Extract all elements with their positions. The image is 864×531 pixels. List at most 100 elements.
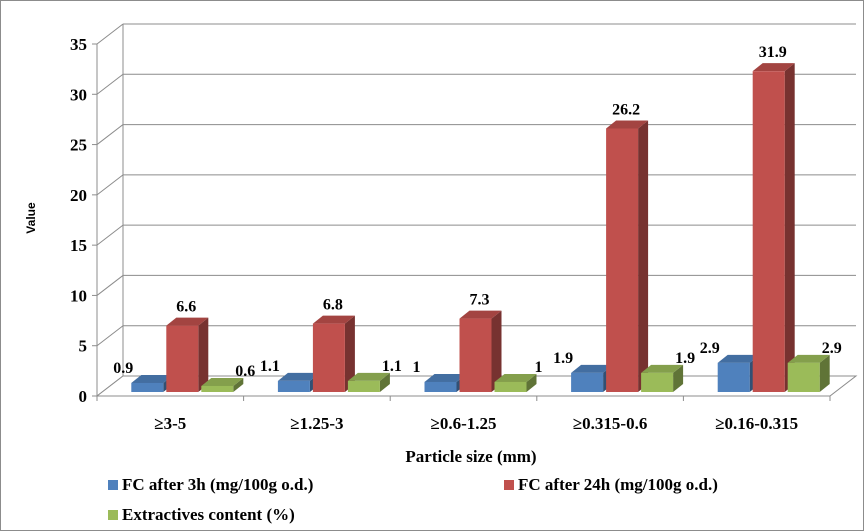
- bar-side: [379, 372, 390, 392]
- gridline-depth: [96, 73, 124, 95]
- bar-top: [312, 315, 355, 324]
- data-label: 31.9: [759, 44, 787, 61]
- bar-front: [717, 362, 750, 392]
- bar-front: [459, 318, 492, 392]
- bar-front: [787, 362, 820, 392]
- gridline-depth: [96, 23, 124, 45]
- bar: [494, 373, 537, 392]
- y-tick-label: 20: [70, 186, 87, 205]
- bar-top: [787, 354, 830, 363]
- bar-side: [491, 310, 502, 392]
- bar: [347, 372, 390, 392]
- bar: [606, 120, 649, 392]
- bar-side: [673, 364, 684, 392]
- legend-item-fc-24h: FC after 24h (mg/100g o.d.): [504, 475, 718, 494]
- legend-item-fc-3h: FC after 3h (mg/100g o.d.): [108, 475, 313, 494]
- bar-top: [424, 373, 467, 382]
- bar-side: [638, 120, 649, 392]
- bar: [641, 364, 684, 392]
- legend: FC after 3h (mg/100g o.d.) FC after 24h …: [108, 475, 718, 524]
- bar: [312, 315, 355, 392]
- gridlines: [96, 23, 856, 347]
- legend-swatch-extractives: [108, 510, 118, 520]
- data-label: 1: [535, 359, 543, 376]
- data-label: 1.9: [675, 350, 695, 367]
- bar-front: [424, 381, 457, 392]
- data-label: 7.3: [470, 292, 490, 309]
- legend-item-extractives: Extractives content (%): [108, 505, 295, 524]
- bar: [571, 364, 614, 392]
- gridline-depth: [96, 224, 124, 246]
- x-category-label: ≥1.25-3: [290, 414, 343, 433]
- data-labels: 0.9 6.6 0.6 1.1 6.8 1.1 1 7.3 1 1.9 26.2 1.9 2.9 31.9…: [113, 44, 841, 380]
- y-tick-label: 30: [70, 85, 87, 104]
- bar-side: [784, 63, 795, 392]
- bar: [201, 377, 244, 392]
- bar-top: [494, 373, 537, 382]
- y-axis-ticks: 0 5 10 15 20 25 30 35: [70, 35, 97, 406]
- legend-label-extractives: Extractives content (%): [122, 505, 295, 524]
- y-tick-label: 15: [70, 236, 87, 255]
- y-tick-label: 5: [79, 337, 88, 356]
- bar-front: [166, 325, 199, 392]
- legend-label-fc-3h: FC after 3h (mg/100g o.d.): [122, 475, 313, 494]
- data-label: 2.9: [700, 340, 720, 357]
- data-label: 6.6: [176, 299, 196, 316]
- legend-swatch-fc-24h: [504, 480, 514, 490]
- bar-top: [459, 310, 502, 319]
- legend-swatch-fc-3h: [108, 480, 118, 490]
- bar-top: [347, 372, 390, 381]
- data-label: 0.6: [235, 363, 255, 380]
- y-tick-label: 25: [70, 136, 87, 155]
- bar-front: [312, 323, 345, 392]
- x-axis-title: Particle size (mm): [405, 447, 536, 466]
- data-label: 1.1: [382, 358, 402, 375]
- bar-front: [277, 380, 310, 392]
- bar-side: [233, 377, 244, 392]
- bar-top: [166, 317, 209, 326]
- bar-front: [201, 385, 234, 392]
- data-label: 26.2: [612, 102, 640, 119]
- bar: [752, 63, 795, 393]
- bar-front: [606, 128, 639, 392]
- bar-front: [131, 382, 164, 392]
- bars: [131, 63, 830, 393]
- gridline-depth: [96, 174, 124, 196]
- bar: [166, 317, 209, 392]
- data-label: 0.9: [113, 360, 133, 377]
- bar-top: [641, 364, 684, 373]
- bar-top: [571, 364, 614, 373]
- bar-front: [752, 71, 785, 393]
- y-tick-label: 35: [70, 35, 87, 54]
- bar-top: [201, 377, 244, 386]
- x-category-label: ≥0.6-1.25: [431, 414, 497, 433]
- bar: [459, 310, 502, 392]
- gridline-depth: [96, 325, 124, 347]
- data-label: 6.8: [323, 297, 343, 314]
- bar-front: [494, 381, 527, 392]
- bar: [787, 354, 830, 392]
- data-label: 1.9: [553, 350, 573, 367]
- x-category-label: ≥3-5: [154, 414, 186, 433]
- x-category-label: ≥0.16-0.315: [715, 414, 798, 433]
- bar-top: [606, 120, 649, 129]
- bar-side: [198, 317, 209, 392]
- gridline-depth: [96, 124, 124, 145]
- bar-top: [717, 354, 760, 363]
- bar-top: [131, 374, 174, 383]
- y-tick-label: 0: [79, 387, 88, 406]
- bar-front: [641, 372, 674, 392]
- data-label: 1.1: [260, 358, 280, 375]
- bar-side: [819, 354, 830, 392]
- data-label: 1: [413, 359, 421, 376]
- y-axis-title: Value: [24, 202, 38, 234]
- x-category-label: ≥0.315-0.6: [573, 414, 648, 433]
- bar-front: [571, 372, 604, 392]
- x-axis-categories: ≥3-5 ≥1.25-3 ≥0.6-1.25 ≥0.315-0.6 ≥0.16-0.31…: [96, 396, 831, 433]
- legend-label-fc-24h: FC after 24h (mg/100g o.d.): [518, 475, 718, 494]
- bar-top: [752, 63, 795, 72]
- y-tick-label: 10: [70, 286, 87, 305]
- gridline-depth: [96, 275, 124, 296]
